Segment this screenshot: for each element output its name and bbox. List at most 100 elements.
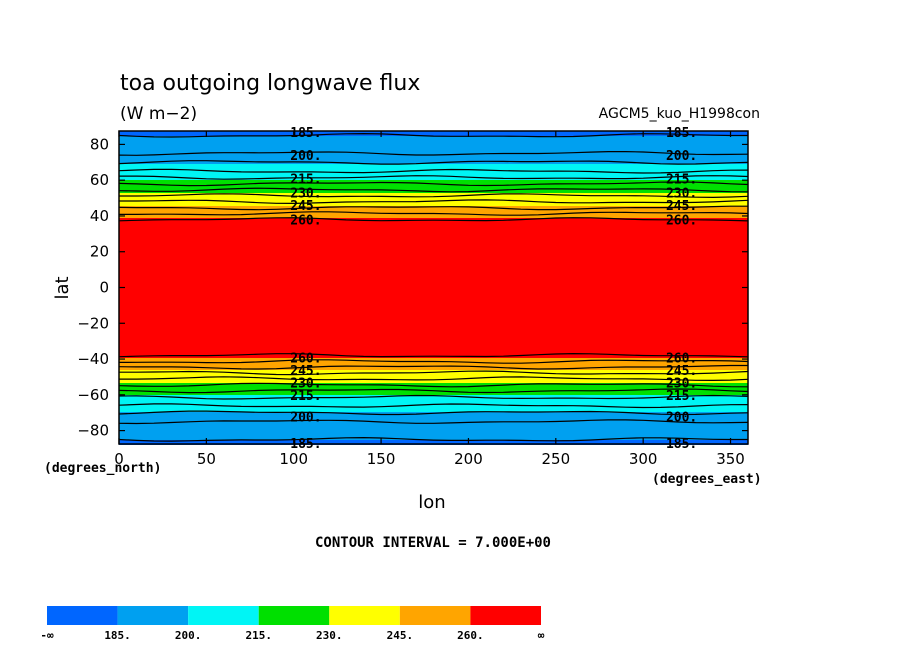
color-band: [119, 164, 748, 180]
y-tick-label: −40: [77, 350, 109, 368]
color-swatch: [399, 606, 471, 625]
contour-line: [118, 151, 749, 156]
contour-label: 230.: [290, 187, 321, 202]
contour-line: [118, 187, 749, 193]
color-band: [119, 395, 748, 412]
contour-line: [119, 370, 749, 376]
y-tick-label: 40: [90, 207, 109, 225]
y-axis-ticks: −80 −60 −40 −20 0 20 40 60 80: [77, 135, 748, 440]
contour-label: 215.: [290, 389, 321, 404]
x-tick-label: 350: [716, 450, 745, 468]
contour-label: 185.: [666, 126, 697, 141]
y-tick-label: 20: [90, 243, 109, 261]
contour-line: [119, 199, 749, 205]
contour-line: [118, 403, 749, 409]
x-axis-label: lon: [418, 492, 445, 513]
contour-label: 200.: [290, 149, 321, 164]
contour-label: 200.: [290, 410, 321, 425]
contour-label: 230.: [666, 187, 697, 202]
contour-label: 230.: [666, 376, 697, 391]
color-scale-label: 185.: [104, 629, 131, 642]
contour-label: 260.: [666, 214, 697, 229]
color-scale-label: 215.: [245, 629, 272, 642]
y-tick-label: 80: [90, 135, 109, 153]
contour-line: [119, 376, 749, 382]
contour-label: 200.: [666, 149, 697, 164]
contour-line: [118, 168, 749, 174]
x-tick-label: 150: [367, 450, 396, 468]
contour-line: [118, 388, 749, 394]
contour-label: 260.: [290, 214, 321, 229]
contour-label: 230.: [290, 376, 321, 391]
color-scale-label: 245.: [387, 629, 414, 642]
contour-line: [119, 175, 749, 180]
contour-label: 215.: [290, 172, 321, 187]
contour-line: [118, 217, 749, 222]
color-band: [119, 383, 748, 395]
contour-interval-note: CONTOUR INTERVAL = 7.000E+00: [315, 535, 551, 551]
y-tick-label: −60: [77, 386, 109, 404]
color-scale-label: 230.: [316, 629, 343, 642]
color-scale-bar: -∞ 185. 200. 215. 230. 245. 260. ∞: [40, 606, 545, 642]
contour-line: [118, 359, 749, 364]
contour-line: [119, 193, 749, 199]
color-swatch: [329, 606, 400, 625]
color-band: [119, 131, 748, 136]
dataset-label: AGCM5_kuo_H1998con: [599, 106, 760, 122]
contour-line: [119, 211, 749, 216]
contour-line: [118, 181, 749, 187]
color-scale-label: -∞: [40, 629, 54, 642]
contour-label: 215.: [666, 172, 697, 187]
contour-line: [118, 419, 749, 425]
color-band: [119, 218, 748, 358]
contour-label: 260.: [666, 351, 697, 366]
color-band: [119, 440, 748, 445]
contour-lines: [118, 132, 749, 442]
color-band: [119, 370, 748, 383]
contour-line: [118, 160, 749, 165]
contour-label: 245.: [666, 199, 697, 214]
contour-line: [118, 364, 748, 370]
contour-line: [118, 410, 749, 416]
y-tick-label: 0: [99, 279, 109, 297]
color-band: [119, 136, 748, 164]
chart-units: (W m−2): [120, 104, 197, 124]
contour-label: 215.: [666, 389, 697, 404]
contour-label: 245.: [666, 364, 697, 379]
color-swatch: [470, 606, 541, 625]
color-swatch: [188, 606, 259, 625]
contour-line: [118, 352, 749, 358]
color-swatch: [47, 606, 118, 625]
x-tick-label: 0: [114, 450, 124, 468]
y-axis-label: lat: [52, 276, 73, 299]
contour-labels: 185. 185.200. 200.215. 215.230. 230.245. 245.…: [290, 126, 697, 452]
x-units-label: (degrees_east): [652, 472, 762, 487]
contour-label: 245.: [290, 364, 321, 379]
color-swatch: [117, 606, 189, 625]
contour-label: 260.: [290, 351, 321, 366]
contour-label: 185.: [290, 126, 321, 141]
color-scale-label: ∞: [538, 629, 545, 642]
x-tick-label: 300: [629, 450, 658, 468]
contour-label: 245.: [290, 199, 321, 214]
contour-line: [118, 436, 748, 442]
chart-title: toa outgoing longwave flux: [120, 71, 420, 96]
x-tick-label: 200: [454, 450, 483, 468]
x-tick-label: 50: [197, 450, 216, 468]
contour-line: [118, 205, 748, 211]
y-tick-label: −80: [77, 422, 109, 440]
color-scale-label: 200.: [175, 629, 202, 642]
color-swatch: [258, 606, 330, 625]
color-scale-label: 260.: [457, 629, 484, 642]
x-axis-ticks: 0 50 100 150 200 250 300 350: [114, 131, 745, 468]
x-tick-label: 100: [279, 450, 308, 468]
contour-line: [118, 382, 749, 388]
y-tick-label: 60: [90, 171, 109, 189]
contour-label: 200.: [666, 410, 697, 425]
y-tick-label: −20: [77, 314, 109, 332]
x-tick-label: 250: [541, 450, 570, 468]
color-band: [119, 193, 748, 206]
contour-line: [118, 394, 749, 400]
y-units-label: (degrees_north): [44, 461, 161, 476]
